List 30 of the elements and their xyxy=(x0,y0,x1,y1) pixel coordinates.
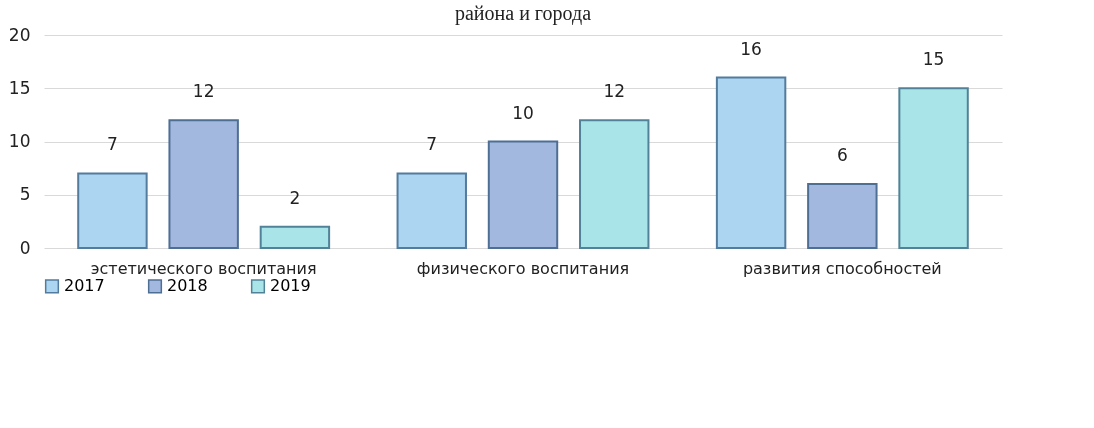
data-label: 7 xyxy=(107,134,118,155)
bar xyxy=(715,76,787,249)
bar xyxy=(579,119,650,249)
x-tick-label: эстетического воспитания xyxy=(90,258,317,278)
data-label: 12 xyxy=(192,81,215,102)
data-label: 10 xyxy=(512,102,534,123)
data-label: 2 xyxy=(289,187,301,208)
bar xyxy=(807,183,878,249)
x-tick-label: развития способностей xyxy=(742,258,942,278)
y-tick-label: 5 xyxy=(19,184,31,205)
legend-label: 2018 xyxy=(167,276,208,296)
legend-label: 2017 xyxy=(64,276,105,296)
y-tick-label: 10 xyxy=(8,131,31,151)
data-label: 12 xyxy=(603,81,626,102)
data-label: 7 xyxy=(426,134,438,155)
data-label: 15 xyxy=(922,49,945,70)
bar xyxy=(396,172,467,249)
chart-title: района и города xyxy=(454,2,592,25)
data-label: 6 xyxy=(836,145,848,166)
y-tick-label: 0 xyxy=(19,237,31,258)
bar xyxy=(898,87,969,249)
bar xyxy=(168,119,239,249)
data-label: 16 xyxy=(740,38,762,59)
y-tick-label: 20 xyxy=(8,24,31,45)
legend-label: 2019 xyxy=(270,276,311,296)
bar xyxy=(259,225,331,249)
x-tick-label: физического воспитания xyxy=(416,258,630,278)
bar xyxy=(487,140,559,249)
bar xyxy=(77,172,148,249)
y-tick-label: 15 xyxy=(8,77,31,98)
